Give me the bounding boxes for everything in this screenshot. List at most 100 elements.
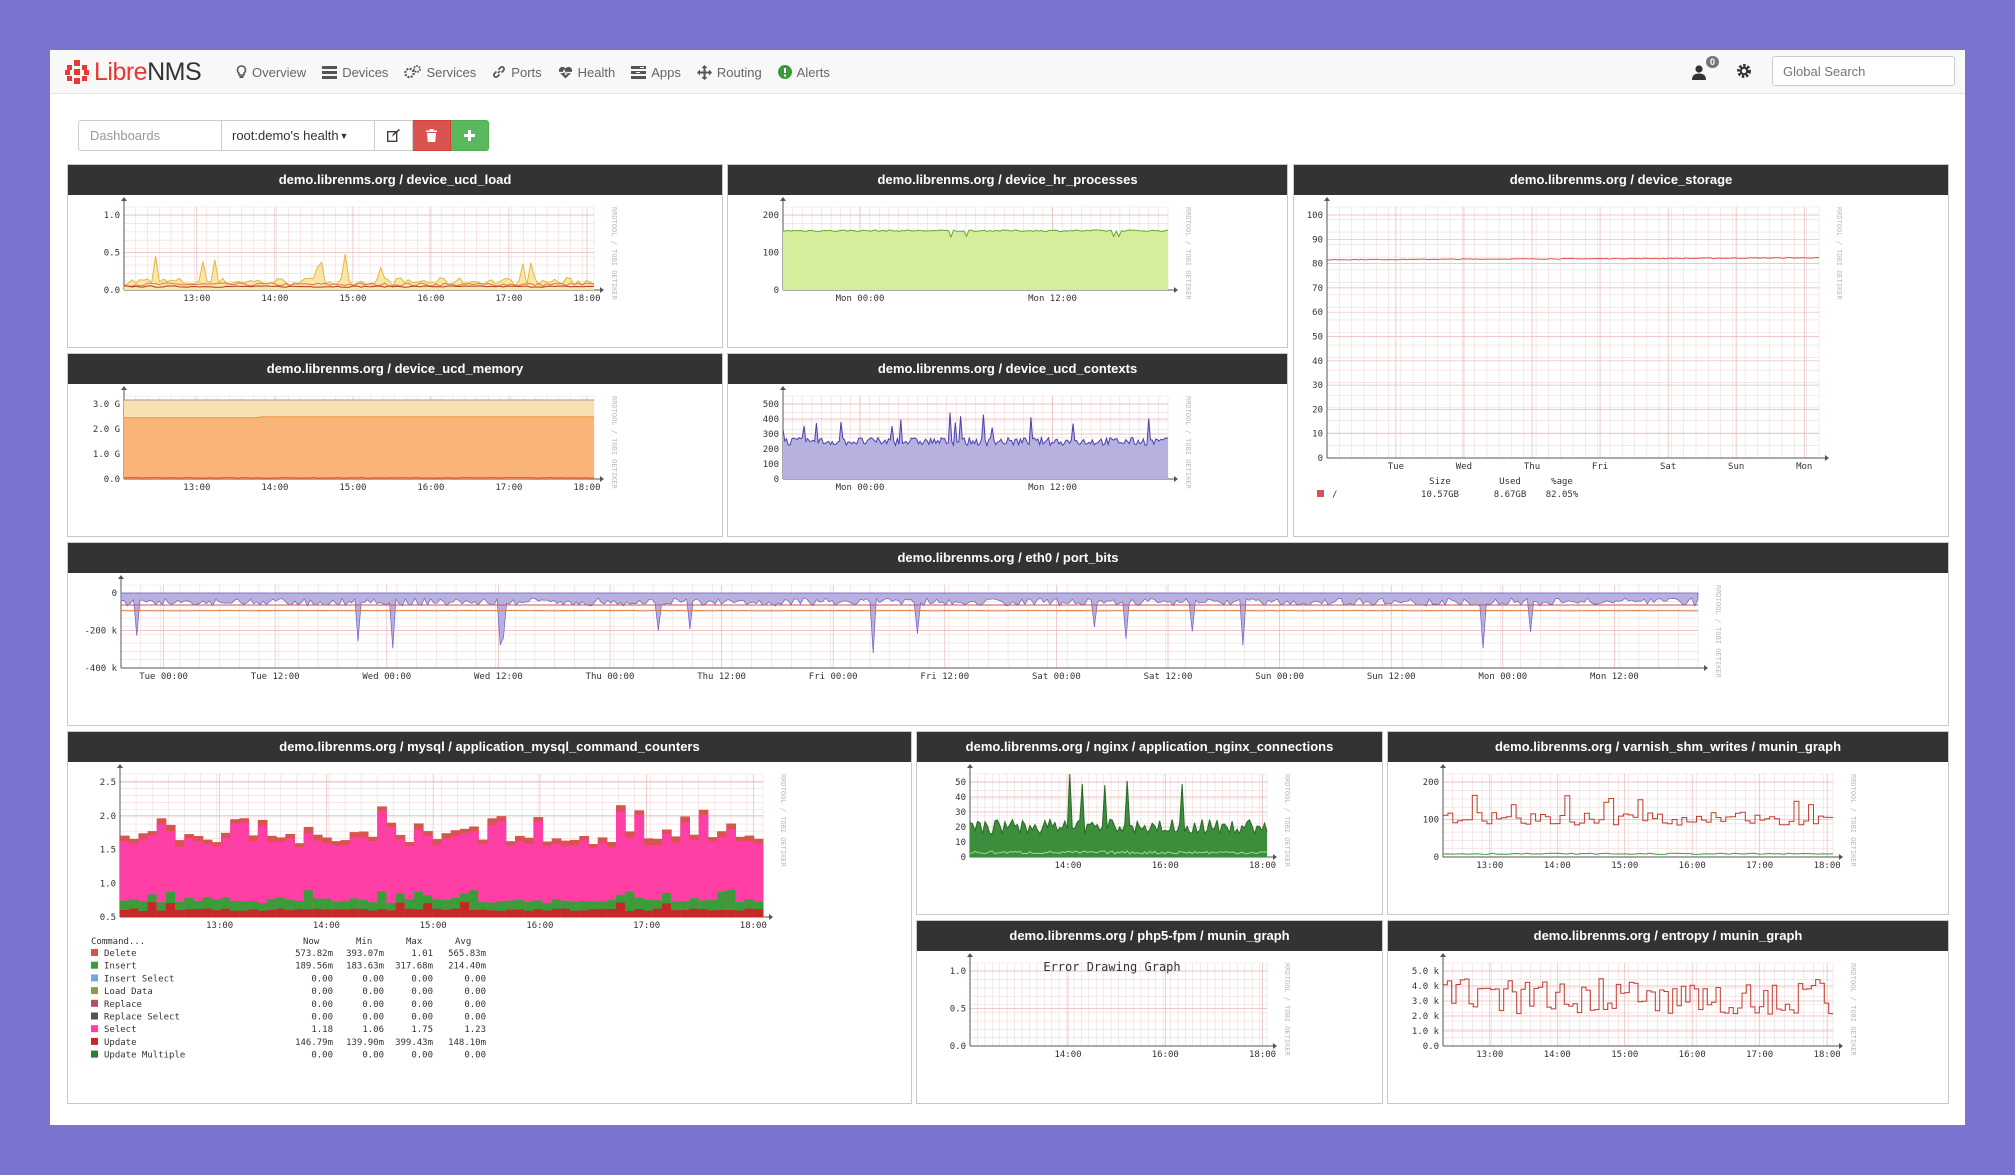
nav-ports[interactable]: Ports [492, 65, 542, 80]
widget-title[interactable]: demo.librenms.org / php5-fpm / munin_gra… [917, 921, 1382, 951]
widget-title[interactable]: demo.librenms.org / device_ucd_load [68, 165, 722, 195]
update-bar [404, 908, 415, 917]
select-bar [175, 846, 185, 917]
insert-bar [239, 901, 250, 917]
legend-swatch [91, 1050, 98, 1058]
axis-arrow [117, 764, 123, 768]
select-bar [349, 837, 360, 917]
rrdtool-watermark: RRDTOOL / TOBI OETIKER [1283, 963, 1291, 1057]
graph-ucd-contexts[interactable]: 500 400 300 200 100 0 Mon 00:00 Mon 12:00 RRDTOO… [728, 384, 1287, 536]
legend-name: Insert Select [104, 974, 174, 984]
axis-arrow [1440, 764, 1446, 768]
nav-routing[interactable]: Routing [696, 64, 762, 80]
insert-bar [193, 900, 204, 917]
nginx-connections-line [969, 773, 1268, 836]
insert-bar [257, 902, 268, 917]
y-tick-label: 2.0 k [1412, 1012, 1440, 1022]
dashboards-input[interactable]: Dashboards [78, 120, 221, 151]
brand-logo[interactable]: LibreNMS [64, 57, 202, 87]
graph-entropy[interactable]: 5.0 k 4.0 k 3.0 k 2.0 k 1.0 k 0.0 13:00 14:00 15… [1388, 951, 1948, 1103]
graph-mysql[interactable]: 2.5 2.0 1.5 1.0 0.5 13:00 14:00 15:00 16:00 17:00… [68, 762, 911, 1103]
axis-arrow [121, 197, 127, 201]
widget-title[interactable]: demo.librenms.org / varnish_shm_writes /… [1388, 732, 1948, 762]
insert-bar [386, 902, 397, 917]
nav-overview[interactable]: Overview [236, 65, 306, 80]
legend-max: 399.43m [395, 1038, 433, 1048]
update-bar [120, 910, 130, 917]
x-tick-label: 15:00 [1611, 1050, 1638, 1060]
graph-port-bits[interactable]: 0 -200 k -400 k Tue 00:00 Tue 12:00 Wed 00:00… [68, 573, 1948, 725]
widget-title[interactable]: demo.librenms.org / mysql / application_… [68, 732, 911, 762]
x-tick-label: 16:00 [1679, 1050, 1706, 1060]
nav-label: Overview [252, 64, 307, 80]
select-bar [680, 822, 690, 917]
update-bar [597, 909, 608, 917]
widget-title[interactable]: demo.librenms.org / device_ucd_contexts [728, 354, 1287, 384]
update-bar [386, 910, 397, 917]
nav-label: Alerts [796, 64, 830, 80]
nav-health[interactable]: Health [558, 65, 615, 80]
update-bar [221, 908, 231, 917]
x-tick-label: 16:00 [1152, 1050, 1179, 1060]
graph-php5-fpm[interactable]: 1.0 0.5 0.0 14:00 16:00 18:00 RRDTOOL / TOBI O… [917, 951, 1382, 1103]
x-tick-label: Tue 12:00 [251, 672, 300, 682]
user-menu[interactable]: 0 [1692, 56, 1720, 81]
select-bar [413, 829, 424, 917]
graph-varnish[interactable]: 200 100 0 13:00 14:00 15:00 16:00 17:00 18:00 RRD… [1388, 762, 1948, 914]
dashboard-select[interactable]: root:demo's health ▼ [221, 120, 375, 151]
y-tick-label: 1.0 [950, 967, 966, 977]
x-tick-label: Mon 12:00 [1590, 672, 1639, 682]
widget-title[interactable]: demo.librenms.org / eth0 / port_bits [68, 543, 1948, 573]
widget-title[interactable]: demo.librenms.org / device_storage [1294, 165, 1948, 195]
widget-title[interactable]: demo.librenms.org / entropy / munin_grap… [1388, 921, 1948, 951]
select-bar [202, 844, 213, 917]
graph-ucd-memory[interactable]: 3.0 G 2.0 G 1.0 G 0.0 13:00 14:00 15:00 16:00 17… [68, 384, 722, 536]
nav-devices[interactable]: Devices [322, 65, 388, 80]
y-tick-label: 50 [955, 778, 966, 788]
insert-bar [138, 901, 149, 917]
graph-frame: 5.0 k 4.0 k 3.0 k 2.0 k 1.0 k 0.0 13:00 14:00 15… [1412, 953, 1857, 1060]
nav-alerts[interactable]: Alerts [777, 64, 830, 80]
insert-bar [717, 891, 727, 917]
legend-name: Load Data [104, 987, 153, 997]
graph-hr-processes[interactable]: 200 100 0 Mon 00:00 Mon 12:00 RRDTOOL / TOBI … [728, 195, 1287, 347]
arrows-icon [696, 64, 712, 80]
widget-title[interactable]: demo.librenms.org / device_hr_processes [728, 165, 1287, 195]
delete-dashboard-button[interactable] [413, 120, 451, 151]
nav-services[interactable]: Services [404, 65, 476, 80]
axis-arrow [967, 764, 973, 768]
insert-bar [496, 901, 507, 917]
nav-apps[interactable]: Apps [631, 65, 681, 80]
server-icon [322, 65, 338, 79]
update-bar [165, 903, 176, 917]
x-tick-label: 15:00 [339, 294, 366, 304]
entropy-line [1443, 978, 1833, 1015]
select-bar [129, 843, 139, 917]
gear-icon[interactable] [1736, 63, 1752, 79]
widget-title[interactable]: demo.librenms.org / device_ucd_memory [68, 354, 722, 384]
x-tick-label: 18:00 [1249, 861, 1276, 871]
update-bar [294, 909, 305, 917]
select-bar [459, 833, 470, 917]
graph-ucd-load[interactable]: 1.0 0.5 0.0 13:00 14:00 15:00 16:00 17:00 18:00 R… [68, 195, 722, 347]
add-dashboard-button[interactable] [451, 120, 489, 151]
widget-title[interactable]: demo.librenms.org / nginx / application_… [917, 732, 1382, 762]
edit-dashboard-button[interactable] [375, 120, 413, 151]
load-5min [123, 282, 595, 287]
legend-avg: 565.83m [448, 949, 486, 959]
legend-name: Update Multiple [104, 1051, 185, 1061]
insert-bar [625, 891, 635, 917]
update-bar [634, 909, 645, 917]
graph-error-text: Error Drawing Graph [1043, 960, 1180, 974]
graph-nginx[interactable]: 50 40 30 20 10 0 14:00 16:00 18:00 RRDTOOL / TOBI… [917, 762, 1382, 914]
insert-bar [294, 901, 305, 917]
update-bar [175, 910, 185, 917]
x-tick-label: Fri 00:00 [809, 672, 858, 682]
insert-bar [726, 890, 736, 917]
x-tick-label: 18:00 [1814, 861, 1841, 871]
y-tick-label: 1.0 [104, 211, 120, 221]
graph-storage[interactable]: 100 90 80 70 60 50 40 30 20 10 0 Tue Wed Thu Fri Sat Sun… [1294, 195, 1948, 536]
global-search-input[interactable] [1772, 56, 1955, 86]
legend-header: Min [356, 937, 372, 947]
